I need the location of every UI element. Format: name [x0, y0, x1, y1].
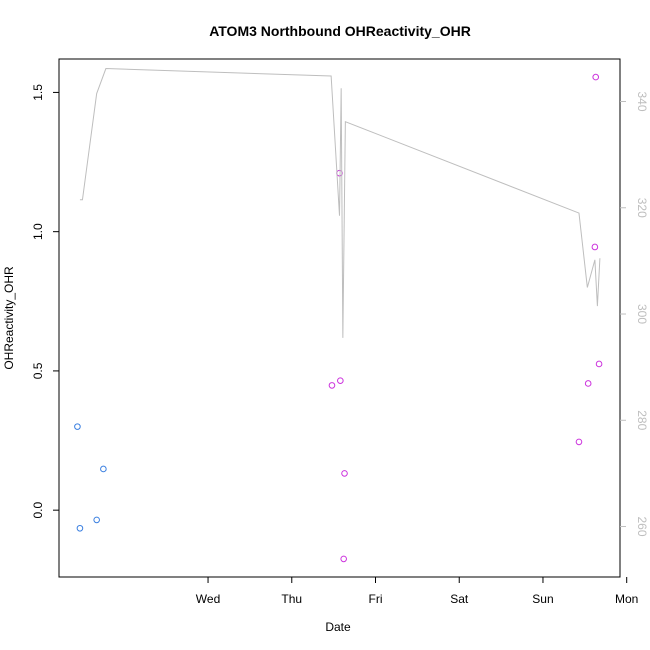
x-tick-label: Fri [369, 592, 383, 606]
data-point [74, 423, 81, 430]
y-right-tick-label: 260 [635, 517, 649, 537]
y-right-tick-label: 340 [635, 91, 649, 111]
data-point [591, 243, 599, 251]
x-tick-label: Sat [450, 592, 469, 606]
y-axis-title: OHReactivity_OHR [2, 266, 16, 370]
y-left-axis: 0.0 0.5 1.0 1.5 [31, 84, 59, 519]
x-tick-label: Sun [532, 592, 553, 606]
y-right-axis: 260 280 300 320 340 [620, 91, 649, 537]
y-right-tick-label: 280 [635, 410, 649, 430]
x-tick-label: Wed [196, 592, 220, 606]
data-point [341, 470, 348, 477]
data-point [93, 516, 100, 524]
data-point [328, 382, 336, 389]
y-right-tick-label: 320 [635, 198, 649, 218]
data-point [337, 377, 344, 384]
data-point [340, 555, 347, 563]
data-point [76, 524, 84, 532]
data-point [592, 73, 600, 81]
plot-frame [58, 58, 621, 578]
x-axis: Wed Thu Fri Sat Sun Mon [196, 577, 638, 606]
chart-title: ATOM3 Northbound OHReactivity_OHR [209, 23, 471, 39]
y-left-tick-label: 1.0 [31, 223, 45, 240]
data-point [100, 465, 107, 473]
x-axis-title: Date [325, 620, 351, 634]
series-line-2 [79, 68, 601, 338]
y-left-tick-label: 1.5 [31, 84, 45, 101]
y-right-tick-label: 300 [635, 304, 649, 324]
data-point [575, 438, 583, 446]
x-tick-label: Mon [615, 592, 638, 606]
y-left-tick-label: 0.5 [31, 362, 45, 379]
data-point [584, 380, 592, 387]
x-tick-label: Thu [281, 592, 302, 606]
series-layer [74, 68, 603, 563]
data-point [595, 360, 603, 368]
y-left-tick-label: 0.0 [31, 501, 45, 518]
